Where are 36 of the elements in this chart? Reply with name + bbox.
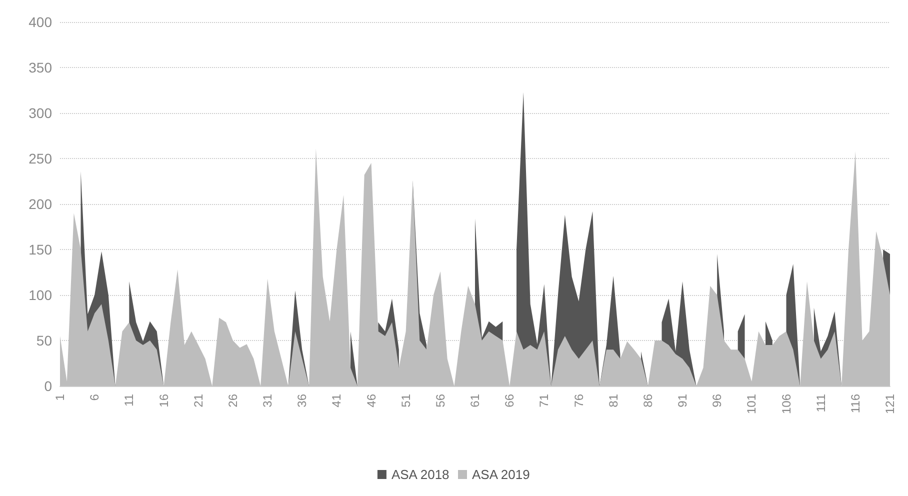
x-tick-label: 11 [122, 394, 136, 406]
x-tick-label: 56 [433, 394, 448, 408]
x-tick-label: 61 [468, 394, 482, 408]
legend-label: ASA 2019 [472, 467, 530, 482]
x-tick-label: 16 [156, 394, 171, 408]
x-tick-label: 26 [226, 394, 240, 408]
x-tick-label: 96 [710, 394, 724, 408]
y-tick-label: 300 [28, 105, 52, 121]
x-tick-label: 76 [572, 394, 586, 408]
legend-label: ASA 2018 [391, 467, 450, 482]
x-tick-label: 51 [398, 394, 413, 408]
y-tick-label: 250 [28, 150, 52, 166]
x-tick-label: 6 [88, 394, 102, 401]
y-tick-label: 50 [36, 332, 52, 348]
x-tick-label: 36 [295, 394, 310, 408]
x-tick-label: 116 [848, 394, 862, 414]
y-tick-label: 150 [28, 242, 52, 258]
x-tick-label: 41 [330, 394, 344, 408]
x-tick-label: 111 [814, 394, 828, 412]
x-tick-label: 1 [53, 394, 67, 401]
y-tick-label: 100 [28, 287, 52, 303]
x-tick-label: 86 [640, 394, 655, 408]
y-tick-label: 400 [28, 14, 52, 30]
y-tick-label: 200 [28, 196, 52, 212]
x-tick-label: 21 [191, 394, 206, 408]
x-tick-label: 106 [779, 394, 794, 414]
x-tick-label: 121 [883, 394, 897, 414]
x-tick-label: 66 [502, 394, 517, 408]
x-tick-label: 81 [606, 394, 620, 408]
x-tick-label: 101 [744, 394, 759, 414]
x-tick-label: 31 [260, 394, 274, 408]
y-tick-label: 0 [44, 378, 52, 394]
x-tick-label: 71 [537, 394, 552, 408]
x-tick-label: 46 [364, 394, 378, 408]
y-tick-label: 350 [28, 60, 52, 76]
x-tick-label: 91 [676, 394, 690, 408]
